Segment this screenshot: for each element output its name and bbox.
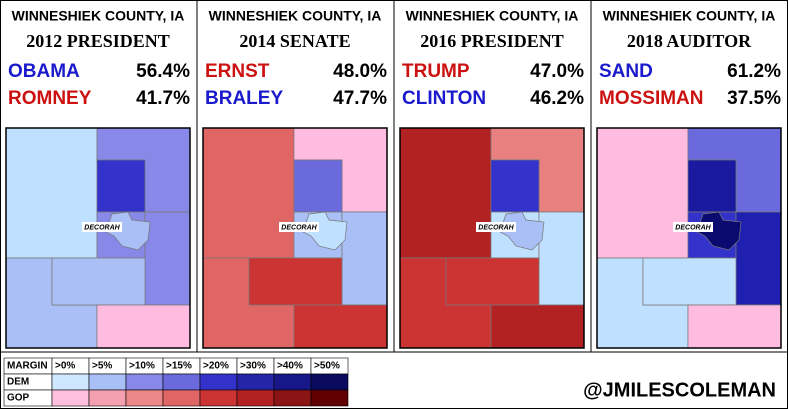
legend-swatch [236,389,275,407]
precinct [538,211,585,306]
precinct [735,211,782,306]
precinct [293,159,343,213]
candidate-name: ERNST [205,61,270,82]
legend-swatch [88,389,127,407]
county-title: WINNESHIEK COUNTY, IA [603,8,776,24]
precinct [696,211,742,251]
county-title: WINNESHIEK COUNTY, IA [406,8,579,24]
county-title: WINNESHIEK COUNTY, IA [12,8,185,24]
legend-swatch [51,373,90,391]
legend-bin: >20% [203,361,229,372]
precinct [144,211,191,306]
precinct [96,304,191,349]
legend-swatch [310,389,349,407]
legend-swatch [125,373,164,391]
race-title: 2012 PRESIDENT [26,31,170,51]
precinct [293,304,388,349]
precinct [642,257,737,306]
candidate-name: ROMNEY [8,88,92,109]
city-label-bg [279,222,319,232]
precinct [596,127,689,259]
legend-bin: >0% [55,361,75,372]
legend-swatch [125,389,164,407]
map-border [596,127,782,349]
legend-bin: >10% [129,361,155,372]
legend-swatch [162,373,201,391]
county-title: WINNESHIEK COUNTY, IA [209,8,382,24]
city-label-bg [82,222,122,232]
candidate-name: MOSSIMAN [599,88,704,109]
precinct [5,127,98,259]
panel: WINNESHIEK COUNTY, IA 2014 SENATE ERNST 48.… [196,0,388,352]
candidate-pct: 47.0% [530,61,584,82]
legend-swatch [273,389,312,407]
candidate-name: TRUMP [402,61,470,82]
precinct [248,257,343,306]
legend-swatch [199,389,238,407]
precinct [96,159,146,213]
precinct [490,304,585,349]
legend-swatch [162,389,201,407]
candidate-pct: 56.4% [136,61,190,82]
legend-row-label: GOP [7,393,30,404]
precinct [302,211,348,251]
race-title: 2016 PRESIDENT [420,31,564,51]
race-title: 2018 AUDITOR [627,31,752,51]
precinct [687,304,782,349]
panel: WINNESHIEK COUNTY, IA 2018 AUDITOR SAND 61.… [590,0,782,352]
legend-bin: >15% [166,361,192,372]
candidate-pct: 48.0% [333,61,387,82]
map-border [202,127,388,349]
panel: WINNESHIEK COUNTY, IA 2012 PRESIDENT OBAMA… [5,8,191,349]
legend-bin: >40% [277,361,303,372]
legend-bin: >50% [314,361,340,372]
city-label-bg [673,222,713,232]
precinct [105,211,151,251]
legend-swatch [88,373,127,391]
legend-swatch [51,389,90,407]
credit: @JMILESCOLEMAN [583,379,776,401]
precinct [51,257,146,306]
legend-swatch [310,373,349,391]
candidate-name: CLINTON [402,88,486,109]
precinct [687,159,737,213]
city-label: DECORAH [84,224,120,231]
candidate-pct: 41.7% [136,88,190,109]
candidate-pct: 37.5% [727,88,781,109]
legend-title: MARGIN [7,361,48,372]
precinct [445,257,540,306]
candidate-name: BRALEY [205,88,283,109]
legend-bin: >30% [240,361,266,372]
legend-row-label: DEM [7,377,29,388]
candidate-name: SAND [599,61,653,82]
candidate-name: OBAMA [8,61,80,82]
candidate-pct: 46.2% [530,88,584,109]
panel: WINNESHIEK COUNTY, IA 2016 PRESIDENT TRUMP… [393,0,585,352]
map-border [5,127,191,349]
city-label: DECORAH [478,224,514,231]
legend-swatch [199,373,238,391]
precinct [341,211,388,306]
map-border [399,127,585,349]
candidate-pct: 61.2% [727,61,781,82]
candidate-pct: 47.7% [333,88,387,109]
race-title: 2014 SENATE [239,31,350,51]
city-label: DECORAH [281,224,317,231]
precinct [499,211,545,251]
legend-swatch [273,373,312,391]
city-label: DECORAH [675,224,711,231]
precinct [399,127,492,259]
precinct [490,159,540,213]
legend-bin: >5% [92,361,112,372]
legend-swatch [236,373,275,391]
city-label-bg [476,222,516,232]
precinct [202,127,295,259]
